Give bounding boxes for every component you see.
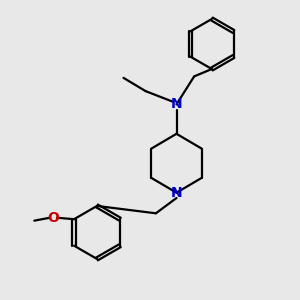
Text: N: N: [171, 98, 182, 111]
Text: O: O: [47, 211, 59, 225]
Text: N: N: [171, 186, 182, 200]
